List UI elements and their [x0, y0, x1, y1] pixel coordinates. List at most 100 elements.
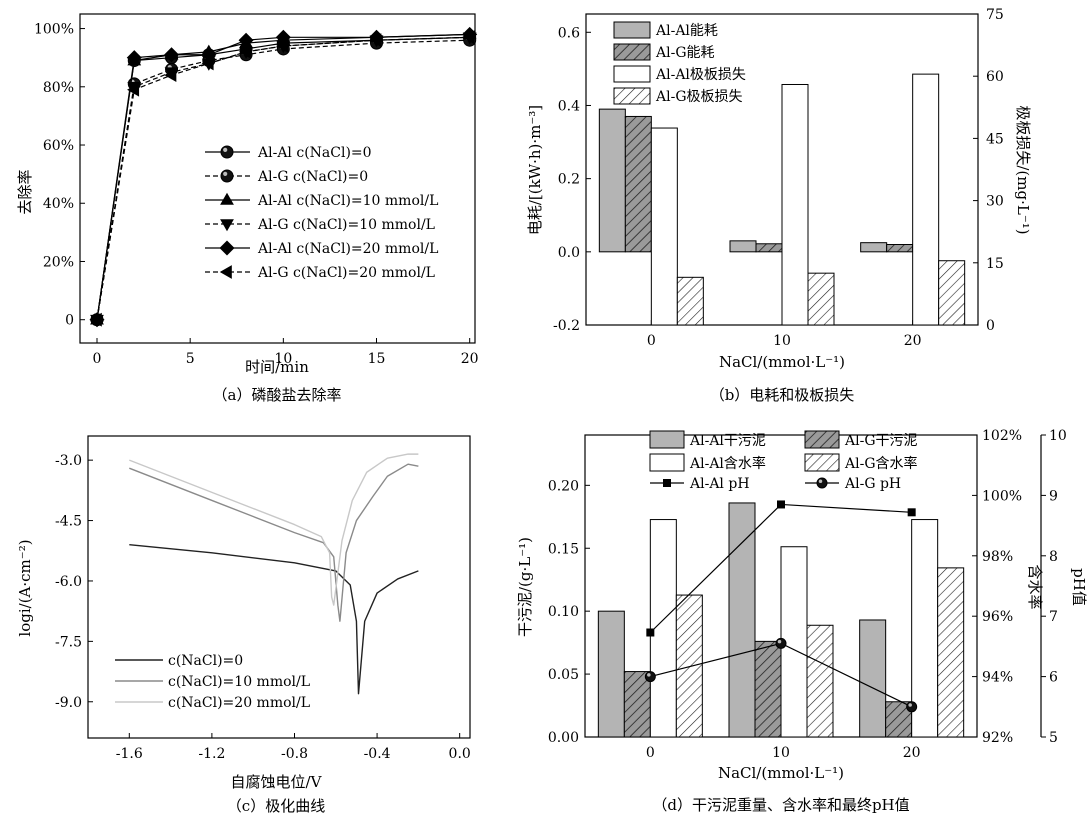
panel-b-ytick2-label: 30 [986, 194, 1004, 210]
panel-d-ytick3-label: 7 [1049, 609, 1058, 625]
panel-d-bar-0-0 [598, 611, 624, 737]
panel-a-xtick-label: 0 [93, 351, 102, 367]
panel-b-ytick2-label: 0 [986, 318, 995, 334]
panel-d-legend-marker-1-disc [817, 478, 827, 488]
panel-d-ytick2-label: 96% [982, 609, 1013, 625]
panel-c-curve-0 [129, 545, 418, 694]
panel-b-bar-1-2 [887, 245, 913, 252]
panel-d-bar-0-2 [860, 620, 886, 737]
panel-d-ytick2-label: 92% [982, 730, 1013, 746]
panel-a-legend-marker-4 [220, 241, 235, 256]
panel-d-ph-point-1-1 [776, 638, 786, 648]
panel-c-ytick-label: -6.0 [55, 574, 82, 590]
panel-a-ylabel: 去除率 [16, 169, 34, 214]
panel-d-ph-point-0-2 [908, 508, 916, 516]
panel-b-bar-1-0 [625, 116, 651, 251]
panel-d-ph-point-1-0-shine [647, 673, 651, 677]
panel-b-bar-1-1 [756, 244, 782, 252]
panel-d-caption: （d）干污泥重量、含水率和最终pH值 [652, 796, 909, 814]
panel-d-xtick-label: 20 [903, 745, 921, 761]
panel-a-legend-marker-1-disc [221, 170, 233, 182]
panel-d-bar-3-0 [676, 595, 702, 737]
panel-d-ph-point-0-0 [646, 629, 654, 637]
panel-a-legend-marker-2 [220, 193, 234, 205]
panel-c-xtick-label: 0.0 [449, 746, 471, 762]
panel-a: 020%40%60%80%100%0 5 10 15 20 去除率 时间/min （a）… [16, 14, 479, 404]
panel-d-legend-label-2: Al-Al含水率 [689, 455, 766, 472]
panel-d-ytick-label: 0.20 [548, 478, 579, 494]
panel-b-bar-0-2 [861, 243, 887, 252]
panel-d-bars [598, 503, 963, 737]
panel-c-ytick-label: -3.0 [55, 453, 82, 469]
panel-c-legend-label-1: c(NaCl)=10 mmol/L [168, 674, 310, 690]
panel-a-xtick-label: 15 [368, 351, 386, 367]
panel-d-ytick3-label: 6 [1049, 670, 1058, 686]
panel-a-xlabel: 时间/min [245, 358, 309, 376]
panel-b-bar-3-2 [939, 261, 965, 325]
panel-a-legend-marker-0-disc [221, 146, 233, 158]
panel-c-xtick-label: -1.6 [116, 746, 143, 762]
panel-b-ytick-label: 0.2 [558, 172, 580, 188]
panel-d-legend-swatch-2 [650, 454, 684, 471]
panel-b-ytick-label: 0.6 [558, 25, 580, 41]
panel-d-ylabel: 干污泥/(g·L⁻¹) [516, 537, 534, 637]
panel-c-caption: （c）极化曲线 [227, 797, 325, 815]
panel-b-bar-3-1 [808, 273, 834, 325]
panel-c-curve-2 [129, 454, 418, 605]
panel-b-bars [599, 74, 964, 325]
panel-c-legend: c(NaCl)=0 c(NaCl)=10 mmol/L c(NaCl)=20 mmo… [115, 653, 310, 711]
panel-b-xtick-label: 20 [904, 333, 922, 349]
panel-d-bar-1-1 [755, 641, 781, 737]
panel-d-ytick3-label: 5 [1049, 730, 1058, 746]
panel-d-ytick-label: 0.00 [548, 730, 579, 746]
panel-a-xtick-label: 20 [461, 351, 479, 367]
panel-a-legend-label-0: Al-Al c(NaCl)=0 [257, 145, 372, 161]
panel-b-ytick2-label: 75 [986, 7, 1004, 23]
panel-d-legend: Al-Al干污泥 Al-G干污泥 Al-Al含水率 Al-G含水率 Al-Al pH Al… [650, 431, 918, 492]
panel-d-ytick3-label: 10 [1049, 428, 1067, 444]
panel-b-bar-0-1 [730, 241, 756, 252]
panel-b-bar-3-0 [677, 277, 703, 325]
panel-d-ph-point-1-1-shine [778, 640, 782, 644]
panel-c-xtick-label: -0.4 [364, 746, 391, 762]
panel-c-xtick-label: -0.8 [281, 746, 308, 762]
panel-d-legend-swatch-0 [650, 431, 684, 448]
panel-b-caption: （b）电耗和极板损失 [710, 386, 855, 404]
panel-d-legend-swatch-1 [805, 431, 839, 448]
panel-d-xtick-label: 0 [646, 745, 655, 761]
panel-b-ytick2-label: 45 [986, 131, 1004, 147]
panel-b-legend-label-1: Al-G能耗 [655, 45, 715, 61]
panel-a-legend-label-3: Al-G c(NaCl)=10 mmol/L [257, 217, 435, 233]
panel-d-ph-point-1-0-disc [645, 672, 655, 682]
panel-d-ytick-label: 0.05 [548, 667, 579, 683]
panel-a-xtick-label: 5 [186, 351, 195, 367]
panel-c-ytick-label: -4.5 [55, 514, 82, 530]
panel-b-ytick2-label: 15 [986, 256, 1004, 272]
panel-a-legend-marker-0 [221, 146, 233, 158]
panel-d-bar-1-0 [624, 672, 650, 737]
panel-b-xlabel: NaCl/(mmol·L⁻¹) [719, 353, 845, 371]
panel-d-ytick2-label: 98% [982, 549, 1013, 565]
panel-d-xlabel: NaCl/(mmol·L⁻¹) [718, 764, 844, 782]
panel-a-ytick-label: 60% [43, 138, 74, 154]
panel-d-ph-point-1-2-disc [907, 702, 917, 712]
panel-a-legend-label-5: Al-G c(NaCl)=20 mmol/L [257, 265, 435, 281]
panel-a-legend-marker-5 [220, 265, 232, 279]
panel-a-legend-label-4: Al-Al c(NaCl)=20 mmol/L [257, 241, 438, 257]
panel-d-ytick-label: 0.15 [548, 541, 579, 557]
panel-c-xlabel: 自腐蚀电位/V [231, 773, 323, 791]
panel-d-legend-label-1: Al-G干污泥 [844, 433, 918, 449]
panel-a-ytick-label: 40% [43, 196, 74, 212]
panel-b-legend-swatch-2 [614, 66, 650, 82]
panel-c-legend-label-2: c(NaCl)=20 mmol/L [168, 695, 310, 711]
panel-b-legend-label-3: Al-G极板损失 [655, 89, 743, 105]
panel-d-bar-3-2 [938, 568, 964, 737]
panel-d-bar-3-1 [807, 625, 833, 737]
panel-a-legend-marker-1-shine [223, 172, 227, 176]
panel-c-legend-label-0: c(NaCl)=0 [168, 653, 243, 669]
panel-b-legend-swatch-3 [614, 88, 650, 104]
panel-b-legend: Al-Al能耗 Al-G能耗 Al-Al极板损失 Al-G极板损失 [614, 22, 746, 105]
panel-d-legend-marker-1-shine [819, 480, 823, 484]
panel-d-ytick2-label: 102% [982, 428, 1022, 444]
